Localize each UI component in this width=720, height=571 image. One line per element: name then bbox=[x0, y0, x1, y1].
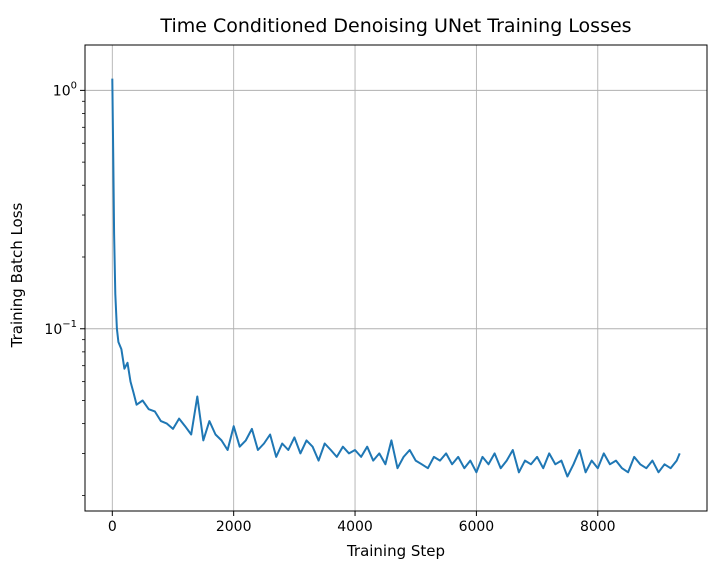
x-tick-label: 6000 bbox=[459, 519, 495, 535]
y-tick-label: 10−1 bbox=[44, 319, 77, 338]
x-tick-label: 8000 bbox=[580, 519, 616, 535]
plot-frame bbox=[84, 44, 708, 512]
x-axis-ticks: 0 2000 4000 6000 8000 bbox=[108, 511, 616, 535]
chart-title: Time Conditioned Denoising UNet Training… bbox=[159, 15, 631, 37]
x-tick-label: 2000 bbox=[216, 519, 252, 535]
y-axis-label: Training Batch Loss bbox=[8, 202, 26, 348]
grid-lines bbox=[85, 45, 707, 511]
y-axis-ticks: 10−1 100 bbox=[44, 80, 85, 496]
y-tick-label: 100 bbox=[53, 80, 77, 99]
x-axis-label: Training Step bbox=[346, 542, 445, 560]
x-tick-label: 4000 bbox=[337, 519, 373, 535]
x-tick-label: 0 bbox=[108, 519, 117, 535]
loss-series-line bbox=[111, 78, 681, 478]
series-layer bbox=[111, 78, 681, 478]
